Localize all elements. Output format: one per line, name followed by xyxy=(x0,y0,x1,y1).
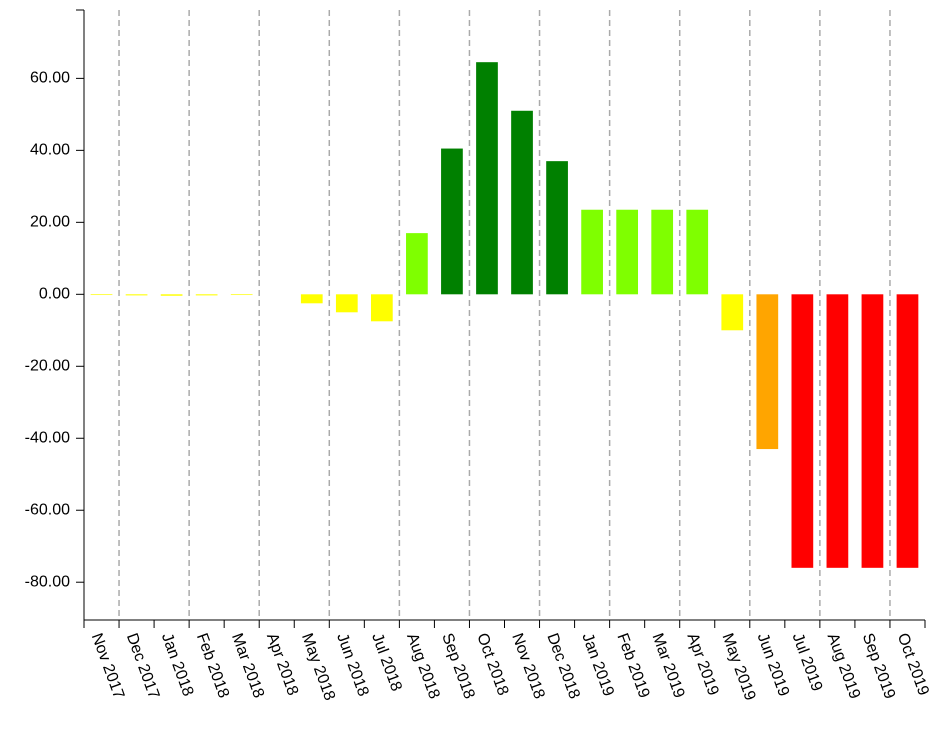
y-tick-label: -80.00 xyxy=(25,573,70,590)
bar xyxy=(896,294,919,568)
y-tick-label: 0.00 xyxy=(39,286,70,303)
y-tick-label: 20.00 xyxy=(30,214,70,231)
x-tick-label: Jan 2019 xyxy=(578,631,617,699)
bar xyxy=(756,294,779,450)
bar xyxy=(406,233,428,295)
x-tick-label: Jul 2018 xyxy=(368,631,405,694)
x-tick-label: Apr 2019 xyxy=(683,631,721,698)
bar xyxy=(791,294,814,568)
bar xyxy=(195,294,218,296)
bar xyxy=(335,294,358,313)
y-tick-label: 60.00 xyxy=(30,70,70,87)
x-tick-label: Aug 2018 xyxy=(403,631,442,701)
x-tick-label: Jun 2019 xyxy=(754,631,793,699)
x-tick-label: Feb 2019 xyxy=(613,631,652,700)
bar xyxy=(125,294,148,296)
x-tick-label: Dec 2017 xyxy=(123,631,162,701)
x-tick-label: May 2019 xyxy=(719,631,759,703)
y-tick-label: -20.00 xyxy=(25,358,70,375)
bar xyxy=(300,294,323,304)
y-tick-label: 40.00 xyxy=(30,142,70,159)
x-tick-label: Aug 2019 xyxy=(824,631,863,701)
bar xyxy=(721,294,744,331)
y-tick-label: -40.00 xyxy=(25,429,70,446)
x-tick-label: Dec 2018 xyxy=(543,631,582,701)
bar xyxy=(476,62,498,295)
x-tick-label: Jan 2018 xyxy=(158,631,197,699)
x-tick-label: Nov 2018 xyxy=(508,631,547,701)
x-tick-label: Oct 2018 xyxy=(473,631,511,698)
bar xyxy=(230,294,253,296)
bar xyxy=(511,110,533,295)
x-tick-label: Sep 2018 xyxy=(438,631,477,701)
bar xyxy=(616,209,639,295)
bar xyxy=(651,209,674,295)
bar xyxy=(90,294,113,296)
x-tick-label: Sep 2019 xyxy=(859,631,898,701)
x-tick-label: Oct 2019 xyxy=(894,631,932,698)
x-tick-label: Mar 2018 xyxy=(228,631,267,700)
bar xyxy=(581,209,603,295)
bar xyxy=(160,294,183,296)
bar xyxy=(370,294,393,322)
bar xyxy=(686,209,709,295)
x-tick-label: Mar 2019 xyxy=(648,631,687,700)
x-tick-label: Jun 2018 xyxy=(333,631,372,699)
x-tick-label: Nov 2017 xyxy=(88,631,127,701)
bar xyxy=(546,161,568,295)
bar xyxy=(826,294,849,568)
bar xyxy=(861,294,884,568)
bar xyxy=(441,148,463,295)
x-tick-label: Feb 2018 xyxy=(193,631,232,700)
x-tick-label: Jul 2019 xyxy=(789,631,826,694)
x-tick-label: Apr 2018 xyxy=(263,631,301,698)
x-tick-label: May 2018 xyxy=(298,631,338,703)
y-tick-label: -60.00 xyxy=(25,501,70,518)
